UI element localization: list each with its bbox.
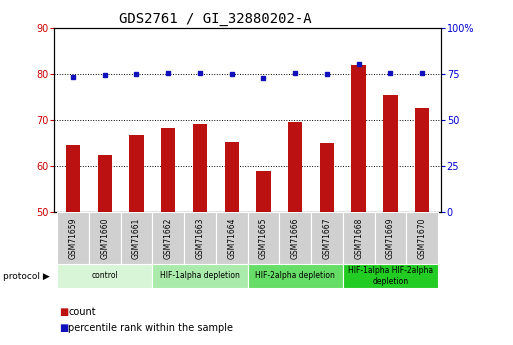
- Text: GSM71668: GSM71668: [354, 217, 363, 259]
- Bar: [152, 264, 248, 288]
- Bar: [66, 145, 80, 212]
- Text: HIF-2alpha depletion: HIF-2alpha depletion: [255, 272, 335, 280]
- Text: ■: ■: [59, 324, 68, 333]
- Text: count: count: [68, 307, 96, 317]
- Text: GSM71662: GSM71662: [164, 217, 173, 259]
- Bar: [374, 212, 406, 264]
- Bar: [256, 171, 270, 212]
- Text: GSM71670: GSM71670: [418, 217, 427, 259]
- Bar: [121, 212, 152, 264]
- Text: HIF-1alpha depletion: HIF-1alpha depletion: [160, 272, 240, 280]
- Text: GSM71659: GSM71659: [68, 217, 77, 259]
- Bar: [383, 95, 398, 212]
- Text: GSM71663: GSM71663: [195, 217, 204, 259]
- Bar: [351, 65, 366, 212]
- Text: GSM71665: GSM71665: [259, 217, 268, 259]
- Text: HIF-1alpha HIF-2alpha
depletion: HIF-1alpha HIF-2alpha depletion: [348, 266, 433, 286]
- Bar: [248, 212, 279, 264]
- Text: GDS2761 / GI_32880202-A: GDS2761 / GI_32880202-A: [119, 12, 312, 26]
- Bar: [343, 264, 438, 288]
- Bar: [57, 264, 152, 288]
- Bar: [161, 128, 175, 212]
- Text: GSM71666: GSM71666: [291, 217, 300, 259]
- Bar: [415, 108, 429, 212]
- Bar: [152, 212, 184, 264]
- Bar: [184, 212, 216, 264]
- Bar: [57, 212, 89, 264]
- Bar: [343, 212, 374, 264]
- Bar: [406, 212, 438, 264]
- Bar: [279, 212, 311, 264]
- Text: GSM71664: GSM71664: [227, 217, 236, 259]
- Text: GSM71669: GSM71669: [386, 217, 395, 259]
- Bar: [225, 142, 239, 212]
- Text: control: control: [91, 272, 118, 280]
- Text: percentile rank within the sample: percentile rank within the sample: [68, 324, 233, 333]
- Bar: [129, 135, 144, 212]
- Text: GSM71661: GSM71661: [132, 217, 141, 259]
- Text: GSM71667: GSM71667: [322, 217, 331, 259]
- Bar: [193, 124, 207, 212]
- Text: GSM71660: GSM71660: [100, 217, 109, 259]
- Bar: [311, 212, 343, 264]
- Bar: [89, 212, 121, 264]
- Bar: [288, 122, 302, 212]
- Bar: [97, 155, 112, 212]
- Bar: [248, 264, 343, 288]
- Bar: [320, 143, 334, 212]
- Text: ■: ■: [59, 307, 68, 317]
- Bar: [216, 212, 248, 264]
- Text: protocol ▶: protocol ▶: [3, 272, 49, 281]
